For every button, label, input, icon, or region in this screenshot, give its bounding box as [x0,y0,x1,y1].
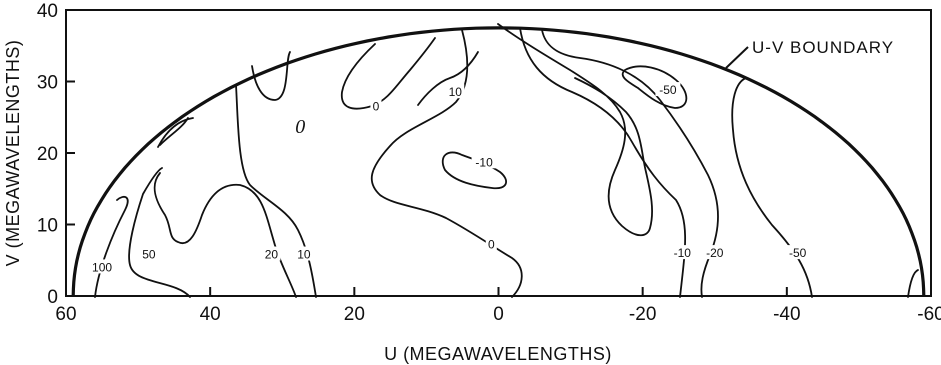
contour-label-bg [89,259,115,274]
contour-line-100 [94,195,129,298]
y-tick-label: 40 [37,1,58,22]
x-tick-label: -60 [917,304,941,325]
contour-line-upper-left [251,51,291,101]
boundary-label: U-V BOUNDARY [752,38,894,57]
contour-label: 0 [488,238,495,252]
x-tick-label: 40 [200,304,221,325]
x-tick-label: 20 [344,304,365,325]
contour-label-bg [702,245,728,260]
zero-region-label: 0 [295,116,305,138]
x-tick-label: -40 [773,304,800,325]
y-axis: 0 10 20 30 40 [37,1,75,308]
x-axis-title: U (MEGAWAVELENGTHS) [384,344,612,364]
contour-label-bg [669,245,695,260]
contour-line-50 [128,167,191,298]
contour-label: -10 [475,155,493,169]
contour-label: 10 [297,248,311,262]
contour-label: 10 [449,85,463,99]
contour-line-lower-left-lobe [153,172,297,298]
y-tick-label: 0 [47,287,58,308]
x-tick-label: 60 [55,304,76,325]
contour-line-minus-50 [731,77,813,298]
contour-line-0-upper [340,37,436,110]
contour-line-upper-left-edge [157,117,194,148]
contour-label-bg [139,246,158,261]
contour-label-bg [446,84,465,99]
uv-boundary-curve [71,26,926,297]
contour-label-bg [485,236,497,251]
y-axis-title: V (MEGAWAVELENGTHS) [3,40,23,267]
contour-label: -20 [706,246,724,260]
contour-label: 50 [142,248,156,262]
contour-line-10-upper [417,51,479,106]
contour-line-right-edge [907,269,919,298]
boundary-label-leader [725,46,749,69]
contour-line-minus-50-oval [621,65,688,109]
y-tick-label: 30 [37,73,58,94]
contour-label-bg [262,246,281,261]
contour-label-bg [471,154,497,169]
contour-label: -50 [789,246,807,260]
x-axis: 60 40 20 0 -20 -40 -60 [55,287,941,325]
contour-label: -50 [659,83,677,97]
contour-label: -10 [674,246,692,260]
contour-label-bg [655,82,681,97]
contour-label-bg [294,246,313,261]
x-tick-label: -20 [629,304,656,325]
y-tick-label: 20 [37,144,58,165]
y-tick-label: 10 [37,216,58,237]
x-tick-label: 0 [493,304,504,325]
contour-line-right-band-2 [519,27,686,298]
contour-label: 0 [373,100,380,114]
contour-label: 100 [92,260,112,274]
contour-label: 20 [265,248,279,262]
contour-label-bg [370,98,382,113]
contour-line-0-mid [370,29,523,298]
contour-label-bg [785,245,811,260]
contour-line-right-band-1 [497,23,653,237]
